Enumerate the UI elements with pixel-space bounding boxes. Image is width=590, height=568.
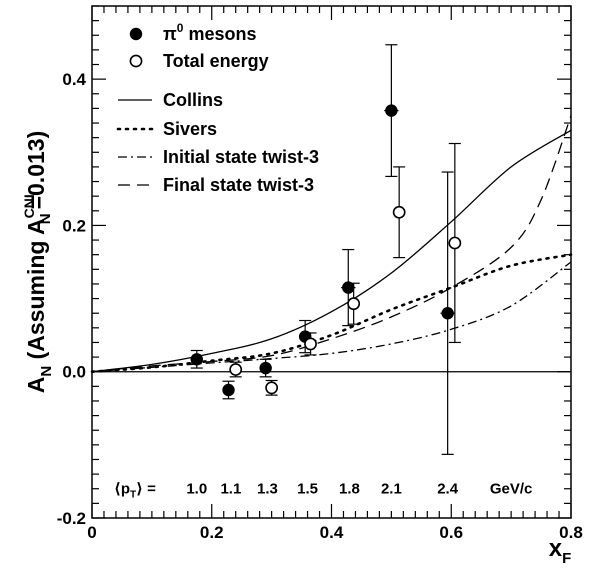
marker-filled [385,104,398,117]
data-point [384,44,399,178]
marker-filled [342,281,355,294]
x-axis-label-main: x [549,535,563,562]
theory-curves [90,115,573,373]
legend-marker-open [129,54,143,68]
pt-annotation: ⟨pT⟩ = 1.0 1.1 1.3 1.5 1.8 2.1 2.4 GeV/c [114,481,532,501]
legend-label-curve: Final state twist-3 [163,175,314,195]
marker-open [304,337,317,351]
x-tick-label: 0.4 [320,523,344,542]
pt-unit: GeV/c [490,481,533,498]
data-point [347,282,361,325]
marker-filled [441,307,454,320]
y-tick-label: 0.4 [62,70,86,89]
x-axis-label-sub: F [562,550,571,567]
legend-sup: 0 [177,21,184,35]
data-point [190,349,203,369]
curve-dash-dot [91,261,572,373]
data-point [259,358,272,378]
legend-label-curve: Collins [163,90,223,110]
pt-value: 1.8 [339,481,360,498]
y-axis-label-a: A [23,377,49,394]
pt-value: 1.3 [257,481,278,498]
marker-open [347,297,361,311]
curve-dashed [91,115,572,373]
x-tick-label: 0.6 [439,523,463,542]
legend-label-curve: Initial state twist-3 [163,147,319,167]
x-tick-label: 0.8 [559,523,583,542]
pt-value: 1.5 [297,481,318,498]
curve-solid [91,129,572,373]
pt-label: ⟨pT⟩ = [114,481,156,501]
data-point [440,171,455,455]
y-axis-label: AN (Assuming ACNIN=0.013) [21,131,55,393]
y-axis-label-suffix: =0.013) [23,131,49,210]
data-point [448,142,462,344]
axes: 0 0.2 0.4 0.6 0.8 -0.2 0.0 0.2 0.4 [57,5,583,542]
y-tick-label: 0.0 [62,363,86,382]
marker-open [392,205,406,219]
y-axis-label-sup: CNI [21,194,37,218]
legend-symbol: π [163,24,177,44]
x-tick-label: 0 [87,523,96,542]
data-point [304,332,317,356]
legend-label-mesons: π0 mesons [163,21,257,44]
data-point [392,166,406,259]
marker-filled [259,361,272,375]
x-axis-label: xF [549,535,572,567]
data-points [190,44,462,455]
marker-filled [190,353,203,366]
pt-value: 2.4 [437,481,459,498]
y-axis-label-sub2: N [37,213,54,224]
legend-label-curve: Sivers [163,119,217,139]
data-point [222,380,235,400]
legend-marker-filled [129,27,143,41]
pt-label-suffix: ⟩ = [136,481,156,498]
pt-value: 1.1 [220,481,241,498]
marker-open [229,363,243,376]
pt-label-sub: T [130,490,136,501]
x-tick-label: 0.2 [200,523,224,542]
curve-dotted [90,253,573,373]
marker-open [448,236,462,250]
y-axis-label-sub: N [38,366,55,377]
data-point [229,361,243,378]
plot-frame [91,5,572,519]
data-point [341,248,356,327]
y-tick-label: -0.2 [57,509,86,528]
marker-open [265,381,279,395]
pt-value: 2.1 [381,481,402,498]
data-point [265,379,279,396]
y-axis-label-text: (Assuming A [23,218,49,365]
y-tick-label: 0.2 [62,216,86,235]
legend-label-total-energy: Total energy [163,51,269,71]
legend-name: mesons [183,24,256,44]
pt-label-main: ⟨p [114,481,130,498]
marker-filled [222,383,235,397]
legend: π0 mesons Total energy Collins Sivers Initia… [116,21,319,195]
pt-value: 1.0 [186,481,207,498]
